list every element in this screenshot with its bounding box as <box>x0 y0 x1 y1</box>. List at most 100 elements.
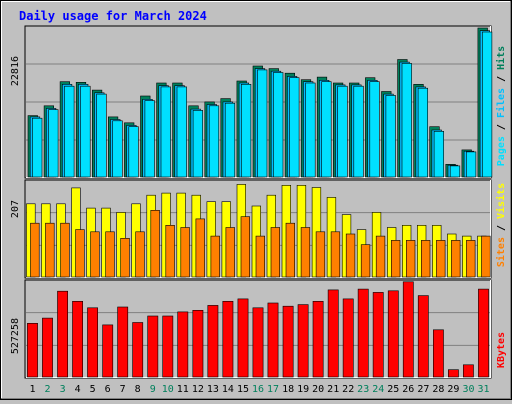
middle-panel-sites-bar-9 <box>150 210 160 278</box>
top-panel-pages-bar-10 <box>176 86 187 178</box>
top-panel-pages-bar-25 <box>417 87 429 178</box>
bottom-panel-kbytes-bar-25 <box>387 290 399 378</box>
top-panel-pages-bar-9 <box>160 86 171 178</box>
bottom-panel-kbytes-bar-3 <box>57 290 68 378</box>
top-panel-pages-bar-19 <box>321 81 332 178</box>
middle-panel-sites-bar-1 <box>30 222 40 278</box>
middle-panel-sites-bar-25 <box>390 240 401 278</box>
bottom-panel-kbytes-bar-2 <box>42 317 53 378</box>
x-tick-label-day-18: 18 <box>282 384 294 395</box>
x-tick-label-day-11: 11 <box>177 384 189 395</box>
top-panel-pages-bar-15 <box>257 69 268 178</box>
top-panel-pages-bar-11 <box>192 110 204 178</box>
x-tick-label-day-22: 22 <box>342 384 354 395</box>
bottom-panel-kbytes-bar-18 <box>282 305 294 378</box>
x-tick-label-day-6: 6 <box>105 384 111 395</box>
middle-panel-sites-bar-14 <box>225 227 235 278</box>
bottom-panel-kbytes-bar-16 <box>252 307 264 378</box>
bottom-panel-kbytes-bar-22 <box>342 298 354 378</box>
bottom-panel-kbytes-bar-9 <box>147 315 159 378</box>
x-tick-label-day-25: 25 <box>387 384 399 395</box>
x-tick-label-day-8: 8 <box>135 384 141 395</box>
top-panel-pages-bar-29 <box>481 31 493 178</box>
x-tick-label-day-10: 10 <box>162 384 174 395</box>
middle-panel-sites-bar-7 <box>120 238 130 278</box>
bottom-panel-kbytes-bar-20 <box>312 300 324 378</box>
x-tick-label-day-30: 30 <box>462 384 474 395</box>
middle-panel-sites-bar-17 <box>270 227 280 278</box>
middle-panel-sites-bar-10 <box>165 225 175 278</box>
top-panel-legend: Pages / Files / Hits <box>495 46 507 166</box>
middle-panel-sites-bar-23 <box>360 244 371 278</box>
bottom-panel-kbytes-bar-30 <box>462 364 474 378</box>
bottom-panel-kbytes-bar-8 <box>132 322 144 378</box>
top-panel-pages-bar-2 <box>48 109 59 178</box>
x-tick-label-day-1: 1 <box>29 384 35 395</box>
top-panel-pages-bar-13 <box>224 102 236 178</box>
top-panel-legend-text: Pages / Files / Hits <box>495 46 507 166</box>
middle-panel-sites-bar-5 <box>90 231 100 278</box>
x-tick-label-day-16: 16 <box>252 384 264 395</box>
bottom-panel-kbytes-bar-12 <box>192 309 204 378</box>
top-panel-pages-bar-12 <box>208 105 220 178</box>
middle-panel-legend-entry-2: / <box>496 219 507 237</box>
top-panel-legend-entry-5: Hits <box>495 46 507 70</box>
x-tick-label-day-7: 7 <box>120 384 126 395</box>
bottom-panel-kbytes-bar-11 <box>177 311 189 378</box>
bottom-panel-kbytes-bar-10 <box>162 315 174 378</box>
top-panel-legend-entry-2: / <box>496 118 507 136</box>
bottom-panel-kbytes-bar-21 <box>327 289 339 378</box>
middle-panel-sites-bar-6 <box>105 231 115 278</box>
bottom-panel-kbytes-bar-28 <box>432 329 444 378</box>
bottom-panel-legend-text: KBytes <box>496 332 507 368</box>
x-tick-label-day-19: 19 <box>297 384 309 395</box>
middle-panel-sites-bar-21 <box>330 231 341 278</box>
x-tick-label-day-9: 9 <box>150 384 156 395</box>
bottom-panel-kbytes-bar-15 <box>237 298 249 378</box>
bottom-panel-kbytes-bar-7 <box>117 306 129 378</box>
middle-panel-sites-bar-11 <box>180 227 190 278</box>
top-panel-pages-bar-1 <box>32 117 43 178</box>
middle-panel-sites-bar-26 <box>405 240 416 278</box>
middle-panel-sites-bar-13 <box>210 235 220 278</box>
x-tick-label-day-29: 29 <box>447 384 459 395</box>
middle-panel-sites-bar-18 <box>285 222 295 278</box>
x-tick-label-day-15: 15 <box>237 384 249 395</box>
middle-panel-sites-bar-29 <box>451 240 461 278</box>
bottom-panel-ymax-label: 527258 <box>10 318 21 354</box>
middle-panel-sites-bar-30 <box>466 240 476 278</box>
top-panel-pages-bar-16 <box>273 72 284 178</box>
middle-panel-sites-bar-22 <box>345 233 356 278</box>
bottom-panel-kbytes-bar-26 <box>402 281 414 378</box>
middle-panel-legend-text: Sites / Visits <box>495 183 507 267</box>
middle-panel-legend: Sites / Visits <box>495 183 507 267</box>
top-panel-legend-entry-3: Files <box>495 88 507 118</box>
middle-panel-sites-bar-3 <box>60 222 70 278</box>
top-panel-pages-bar-8 <box>144 100 155 178</box>
top-panel-pages-bar-21 <box>353 85 364 178</box>
bottom-panel-kbytes-bar-19 <box>297 304 309 378</box>
chart-title: Daily usage for March 2024 <box>19 9 207 23</box>
x-tick-label-day-27: 27 <box>417 384 429 395</box>
bottom-panel-kbytes-bar-29 <box>447 369 459 378</box>
top-panel-pages-bar-18 <box>305 82 316 178</box>
middle-panel-sites-bar-28 <box>436 240 446 278</box>
middle-panel-sites-bar-16 <box>255 235 265 278</box>
top-panel-pages-bar-6 <box>112 120 123 178</box>
top-panel-legend-entry-4: / <box>496 70 507 88</box>
x-tick-label-day-20: 20 <box>312 384 324 395</box>
middle-panel-sites-bar-4 <box>75 229 85 278</box>
top-panel-pages-bar-22 <box>369 81 380 178</box>
x-tick-label-day-13: 13 <box>207 384 219 395</box>
middle-panel-sites-bar-8 <box>135 231 145 278</box>
x-tick-label-day-17: 17 <box>267 384 279 395</box>
x-tick-label-day-24: 24 <box>372 384 384 395</box>
middle-panel-sites-bar-15 <box>240 216 250 278</box>
middle-panel-sites-bar-12 <box>195 218 205 278</box>
bottom-panel-legend: KBytes <box>496 332 507 368</box>
bottom-panel-kbytes-bar-23 <box>357 288 369 378</box>
bottom-panel-kbytes-bar-1 <box>27 322 38 378</box>
top-panel-pages-bar-3 <box>64 85 75 178</box>
